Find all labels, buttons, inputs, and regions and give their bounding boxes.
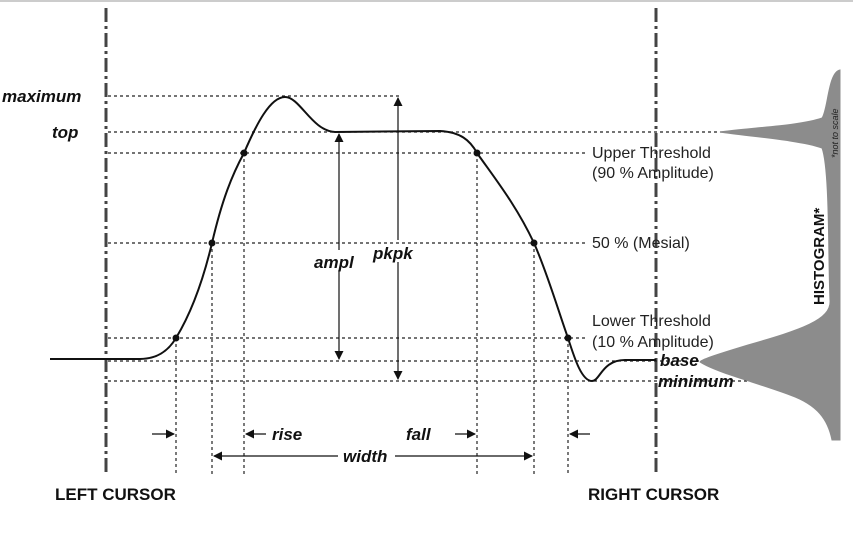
width-label: width xyxy=(343,447,387,466)
left-cursor-label: LEFT CURSOR xyxy=(55,485,176,504)
upper-crossing-right-dot xyxy=(473,149,481,157)
upper-crossing-left-dot xyxy=(240,149,248,157)
fall-label: fall xyxy=(406,425,432,444)
lower-crossing-right-dot xyxy=(564,334,572,342)
maximum-label: maximum xyxy=(2,87,81,106)
histogram-shape xyxy=(699,69,841,441)
mesial-crossing-right-dot xyxy=(530,239,538,247)
upper-threshold-label-line2: (90 % Amplitude) xyxy=(592,165,714,182)
upper-threshold-label-line1: Upper Threshold xyxy=(592,145,711,162)
lower-threshold-label-line1: Lower Threshold xyxy=(592,313,711,330)
base-label: base xyxy=(660,351,699,370)
pulse-waveform xyxy=(50,95,656,383)
pkpk-label: pkpk xyxy=(372,244,414,263)
histogram-title: HISTOGRAM* xyxy=(811,208,828,305)
ampl-label: ampl xyxy=(314,253,355,272)
mesial-label: 50 % (Mesial) xyxy=(592,235,690,252)
rise-label: rise xyxy=(272,425,302,444)
mesial-crossing-left-dot xyxy=(208,239,216,247)
right-cursor-label: RIGHT CURSOR xyxy=(588,485,719,504)
top-label: top xyxy=(52,123,78,142)
lower-threshold-label-line2: (10 % Amplitude) xyxy=(592,334,714,351)
lower-crossing-left-dot xyxy=(172,334,180,342)
minimum-label: minimum xyxy=(658,372,734,391)
histogram-note: *not to scale xyxy=(830,108,840,158)
